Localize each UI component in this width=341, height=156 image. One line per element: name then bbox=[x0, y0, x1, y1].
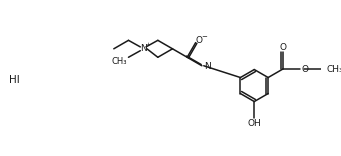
Text: HI: HI bbox=[9, 75, 19, 85]
Text: +: + bbox=[146, 42, 150, 47]
Text: N: N bbox=[140, 44, 147, 53]
Text: CH₃: CH₃ bbox=[111, 56, 127, 66]
Text: N: N bbox=[204, 62, 210, 71]
Text: −: − bbox=[201, 34, 207, 40]
Text: O: O bbox=[196, 36, 203, 45]
Text: O: O bbox=[279, 43, 286, 52]
Text: OH: OH bbox=[248, 119, 261, 128]
Text: O: O bbox=[302, 65, 309, 73]
Text: CH₃: CH₃ bbox=[326, 65, 341, 73]
